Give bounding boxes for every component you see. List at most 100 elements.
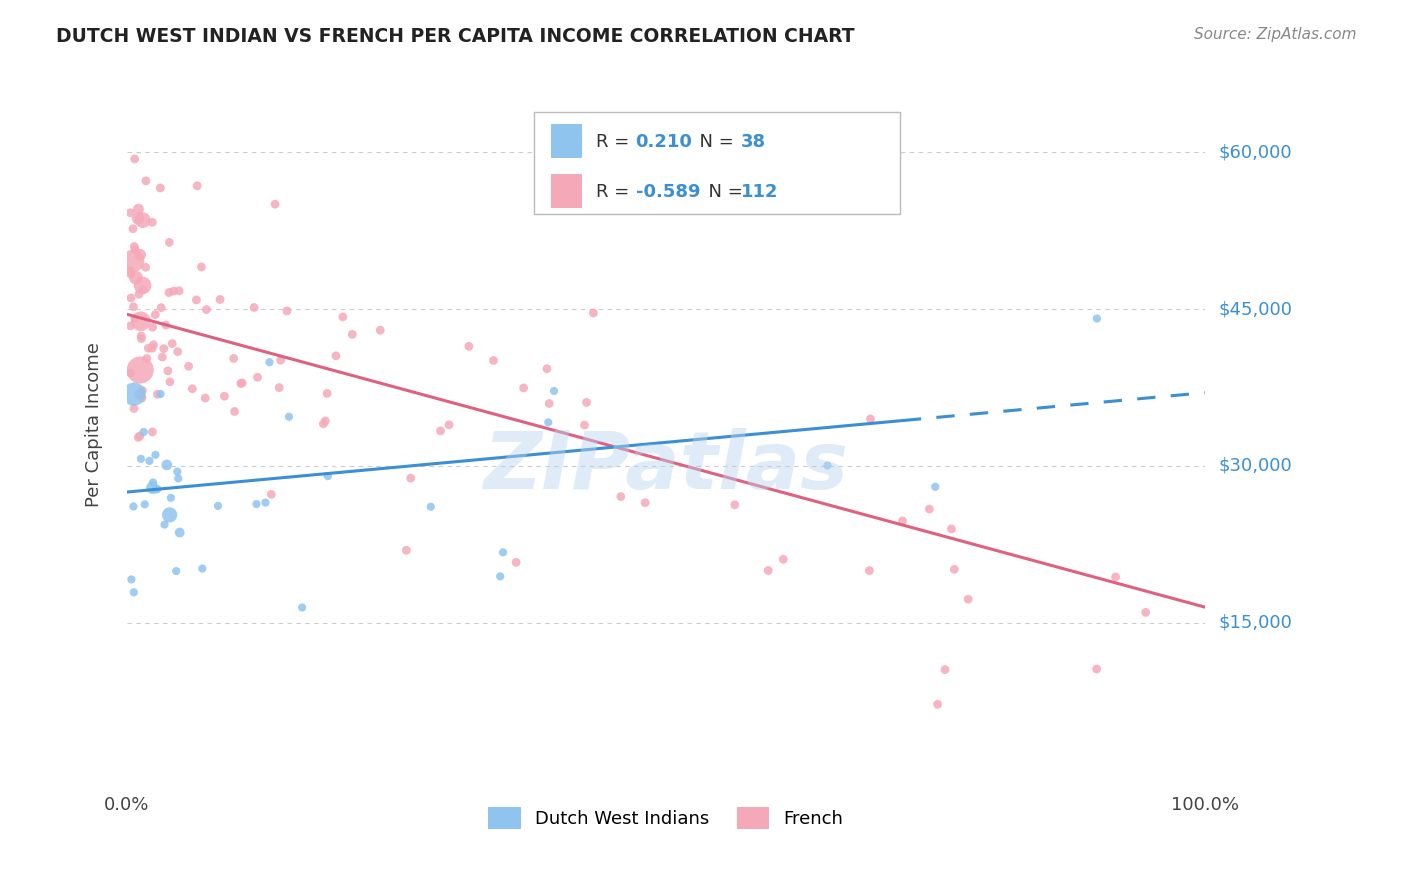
Point — [489, 569, 512, 583]
Point — [122, 401, 145, 416]
Point — [132, 283, 155, 297]
Text: $60,000: $60,000 — [1219, 144, 1292, 161]
Point — [120, 291, 142, 305]
Point — [143, 308, 166, 322]
Point — [142, 475, 165, 490]
Point — [342, 327, 364, 342]
Point — [156, 364, 179, 378]
Point — [124, 239, 146, 253]
Point — [141, 425, 163, 439]
Point — [135, 174, 157, 188]
Point — [141, 215, 163, 229]
Point — [859, 412, 882, 426]
Point — [858, 564, 880, 578]
Point — [159, 508, 181, 522]
Point — [458, 339, 481, 353]
Point — [135, 351, 157, 366]
Point — [312, 417, 335, 431]
Y-axis label: Per Capita Income: Per Capita Income — [86, 342, 103, 507]
Point — [260, 487, 283, 501]
Point — [153, 517, 176, 532]
Point — [146, 482, 169, 496]
Point — [817, 458, 839, 473]
Point — [918, 502, 941, 516]
Point — [141, 341, 163, 355]
Point — [163, 284, 186, 298]
Text: N =: N = — [688, 133, 740, 152]
Point — [157, 285, 180, 300]
Point — [195, 302, 218, 317]
Point — [131, 384, 153, 398]
Point — [129, 314, 152, 328]
Point — [270, 353, 292, 368]
Point — [924, 480, 946, 494]
Text: DUTCH WEST INDIAN VS FRENCH PER CAPITA INCOME CORRELATION CHART: DUTCH WEST INDIAN VS FRENCH PER CAPITA I… — [56, 27, 855, 45]
Point — [152, 342, 174, 356]
Point — [129, 363, 152, 377]
Text: ZIPatlas: ZIPatlas — [484, 428, 848, 506]
Point — [325, 349, 347, 363]
Point — [419, 500, 441, 514]
Point — [122, 585, 145, 599]
Point — [269, 381, 291, 395]
Point — [120, 264, 142, 278]
Point — [124, 152, 146, 166]
Point — [634, 496, 657, 510]
Text: N =: N = — [697, 183, 749, 201]
Point — [131, 332, 153, 346]
Point — [316, 386, 339, 401]
Point — [245, 497, 267, 511]
Point — [429, 424, 451, 438]
Point — [145, 448, 167, 462]
Point — [142, 320, 165, 334]
Point — [399, 471, 422, 485]
Point — [543, 384, 565, 398]
Point — [120, 318, 142, 333]
Point — [150, 350, 173, 364]
Point — [276, 304, 298, 318]
Point — [243, 301, 266, 315]
Point — [246, 370, 269, 384]
Point — [127, 202, 149, 216]
Point — [214, 389, 236, 403]
Point — [129, 248, 152, 262]
Point — [135, 260, 157, 275]
Text: Source: ZipAtlas.com: Source: ZipAtlas.com — [1194, 27, 1357, 42]
Point — [368, 323, 391, 337]
Point — [941, 522, 963, 536]
Point — [122, 500, 145, 514]
Text: R =: R = — [596, 183, 636, 201]
Point — [167, 284, 190, 298]
Point — [1135, 606, 1157, 620]
Point — [141, 481, 163, 495]
Point — [207, 499, 229, 513]
Point — [120, 206, 142, 220]
Point — [132, 425, 155, 439]
Point — [538, 396, 561, 410]
Point — [160, 491, 183, 505]
Legend: Dutch West Indians, French: Dutch West Indians, French — [482, 802, 849, 835]
Point — [505, 556, 527, 570]
Point — [146, 387, 169, 401]
Point — [157, 235, 180, 250]
Point — [574, 418, 596, 433]
Point — [934, 663, 956, 677]
Point — [120, 573, 142, 587]
Point — [165, 564, 187, 578]
Point — [512, 381, 534, 395]
Point — [724, 498, 747, 512]
Point — [229, 376, 252, 391]
Point — [177, 359, 200, 374]
Point — [129, 451, 152, 466]
Point — [224, 404, 246, 418]
Point — [128, 287, 150, 301]
Point — [231, 376, 253, 390]
Point — [186, 293, 208, 307]
Point — [167, 471, 190, 485]
Point — [122, 221, 145, 235]
Point — [536, 361, 558, 376]
Point — [138, 454, 160, 468]
Point — [1104, 570, 1126, 584]
Point — [125, 270, 148, 285]
Point — [482, 353, 505, 368]
